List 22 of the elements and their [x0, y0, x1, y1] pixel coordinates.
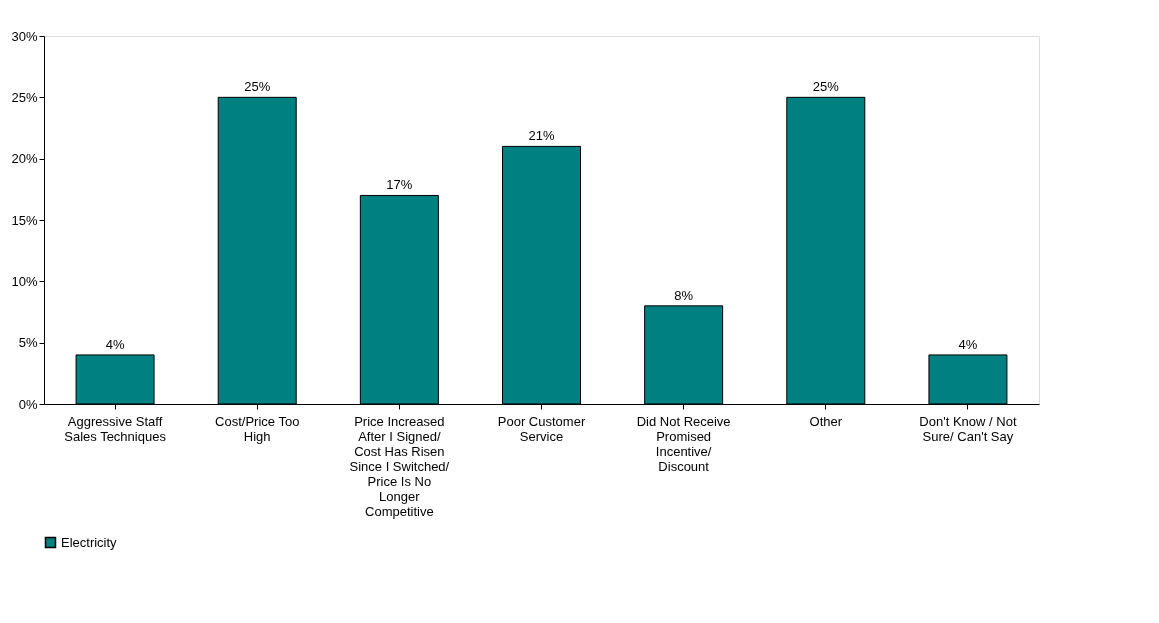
x-tick-label: Price Increased After I Signed/ Cost Has Risen Since I Switched/ Price Is No Longer Competitive [349, 413, 450, 519]
y-tick-label: 15% [11, 212, 38, 228]
data-label: 21% [528, 128, 555, 144]
data-label: 4% [105, 336, 125, 352]
x-tick-label: Other [809, 413, 843, 429]
y-tick-label: 0% [18, 396, 38, 412]
y-tick-label: 25% [11, 89, 38, 105]
data-label: 25% [812, 79, 840, 95]
data-label: 4% [958, 336, 978, 352]
x-tick-label: Don't Know / Not Sure/ Can't Say [919, 413, 1017, 444]
data-label: 17% [386, 177, 413, 193]
y-tick-label: 5% [18, 335, 38, 351]
x-tick-label: Did Not Receive Promised Incentive/ Discount [636, 413, 731, 474]
y-tick-label: 10% [11, 273, 38, 289]
legend-label: Electricity [61, 534, 118, 550]
y-tick-label: 20% [11, 151, 38, 167]
y-tick-label: 30% [11, 28, 38, 44]
data-label: 25% [244, 79, 271, 95]
x-tick-label: Cost/Price Too High [215, 413, 300, 444]
data-label: 8% [674, 287, 694, 303]
x-tick-label: Aggressive Staff Sales Techniques [64, 413, 167, 444]
x-tick-label: Poor Customer Service [497, 413, 586, 444]
